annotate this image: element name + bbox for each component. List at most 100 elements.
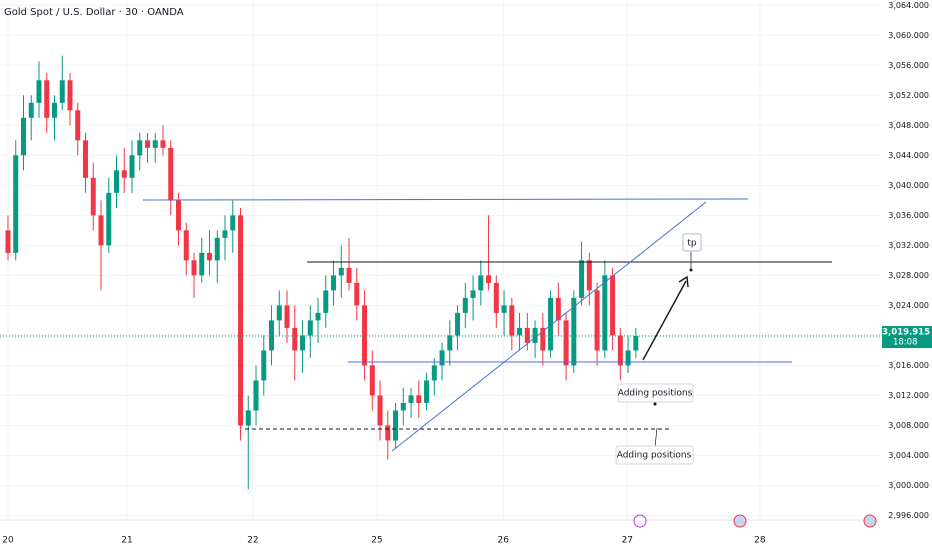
candle-body	[137, 140, 143, 156]
candle-body	[114, 170, 120, 193]
candle-body	[300, 335, 306, 351]
candle-body	[67, 80, 73, 111]
y-tick-label: 3,040.000	[888, 181, 929, 190]
event-icons	[633, 514, 877, 528]
candle-body	[501, 305, 507, 313]
candle-body	[323, 290, 329, 313]
annotation-label: Adding positions	[618, 389, 693, 399]
candle-body	[362, 305, 368, 366]
candle-body	[238, 215, 244, 426]
last-price-box	[882, 326, 932, 349]
candle-body	[13, 155, 19, 253]
candle-body	[75, 110, 81, 141]
y-tick-label: 3,012.000	[888, 391, 929, 400]
y-tick-label: 3,024.000	[888, 301, 929, 310]
drawings	[142, 198, 832, 465]
candle-body	[532, 327, 538, 343]
candle-body	[633, 336, 639, 351]
candle-body	[160, 140, 166, 148]
candle-body	[183, 230, 189, 261]
y-tick-label: 3,048.000	[888, 121, 929, 130]
x-tick-label: 26	[498, 536, 510, 546]
candle-body	[517, 327, 523, 336]
y-tick-label: 3,000.000	[888, 481, 929, 490]
candle-body	[269, 320, 275, 351]
candle-body	[555, 297, 561, 321]
candle-body	[145, 140, 151, 148]
y-tick-label: 3,028.000	[888, 271, 929, 280]
y-tick-label: 3,004.000	[888, 451, 929, 460]
y-tick-label: 3,036.000	[888, 211, 929, 220]
event-icon	[733, 514, 747, 528]
candle-body	[439, 350, 445, 366]
y-tick-label: 3,032.000	[888, 241, 929, 250]
candle-body	[98, 215, 104, 246]
x-tick-label: 22	[247, 536, 258, 546]
price-axis-bg	[880, 0, 932, 550]
candle-body	[493, 282, 499, 313]
candle-body	[276, 305, 282, 321]
candle-body	[20, 117, 26, 156]
resistance-line	[142, 198, 749, 201]
candle-body	[28, 102, 34, 118]
chart-title: Gold Spot / U.S. Dollar · 30 · OANDA	[4, 7, 184, 18]
candle-body	[90, 177, 96, 216]
candle-body	[284, 305, 290, 328]
candle-body	[586, 260, 592, 291]
candle-body	[408, 395, 414, 403]
annotation-label: Adding positions	[617, 451, 692, 461]
candle-body	[625, 350, 631, 366]
candle-body	[400, 402, 406, 411]
y-tick-label: 2,996.000	[888, 511, 929, 520]
candle-body	[168, 147, 174, 201]
candle-body	[331, 275, 337, 291]
tp-dot	[689, 268, 693, 272]
candle-body	[385, 425, 391, 441]
candle-body	[199, 252, 205, 276]
candle-body	[44, 80, 50, 118]
candle-body	[5, 230, 11, 253]
y-tick-label: 3,016.000	[888, 361, 929, 370]
candle-body	[478, 275, 484, 291]
add-leader	[654, 427, 658, 448]
candle-body	[486, 275, 492, 283]
y-tick-label: 3,008.000	[888, 421, 929, 430]
candle-body	[261, 350, 267, 381]
candle-body	[152, 140, 158, 148]
candle-body	[253, 380, 259, 411]
y-tick-label: 3,064.000	[888, 1, 929, 10]
candle-body	[214, 237, 220, 261]
candle-body	[416, 395, 422, 403]
countdown-label: 18:08	[893, 338, 918, 348]
tp-box	[682, 233, 702, 252]
candle-body	[524, 327, 530, 343]
candle-body	[563, 320, 569, 366]
candle-body	[129, 155, 135, 178]
candle-body	[548, 297, 554, 351]
y-tick-label: 3,044.000	[888, 151, 929, 160]
candle-body	[602, 275, 608, 351]
event-icon	[863, 514, 877, 528]
candle-body	[470, 290, 476, 298]
tp-label: tp	[687, 239, 697, 249]
add-box-1	[617, 383, 694, 403]
candle-body	[207, 252, 213, 261]
candle-body	[579, 260, 585, 298]
y-tick-label: 3,056.000	[888, 61, 929, 70]
x-tick-label: 28	[754, 536, 766, 546]
arrow-head	[678, 275, 689, 288]
add-box-2	[615, 445, 694, 465]
candle-body	[222, 230, 228, 238]
candle-body	[377, 395, 383, 426]
candle-body	[354, 282, 360, 306]
candle-body	[509, 305, 515, 336]
candle-body	[431, 365, 437, 381]
candle-body	[106, 192, 112, 246]
candle-body	[540, 327, 546, 351]
candle-body	[338, 267, 344, 276]
candle-body	[455, 312, 461, 336]
candles	[5, 55, 639, 490]
candle-body	[424, 380, 430, 403]
x-tick-label: 20	[2, 536, 14, 546]
